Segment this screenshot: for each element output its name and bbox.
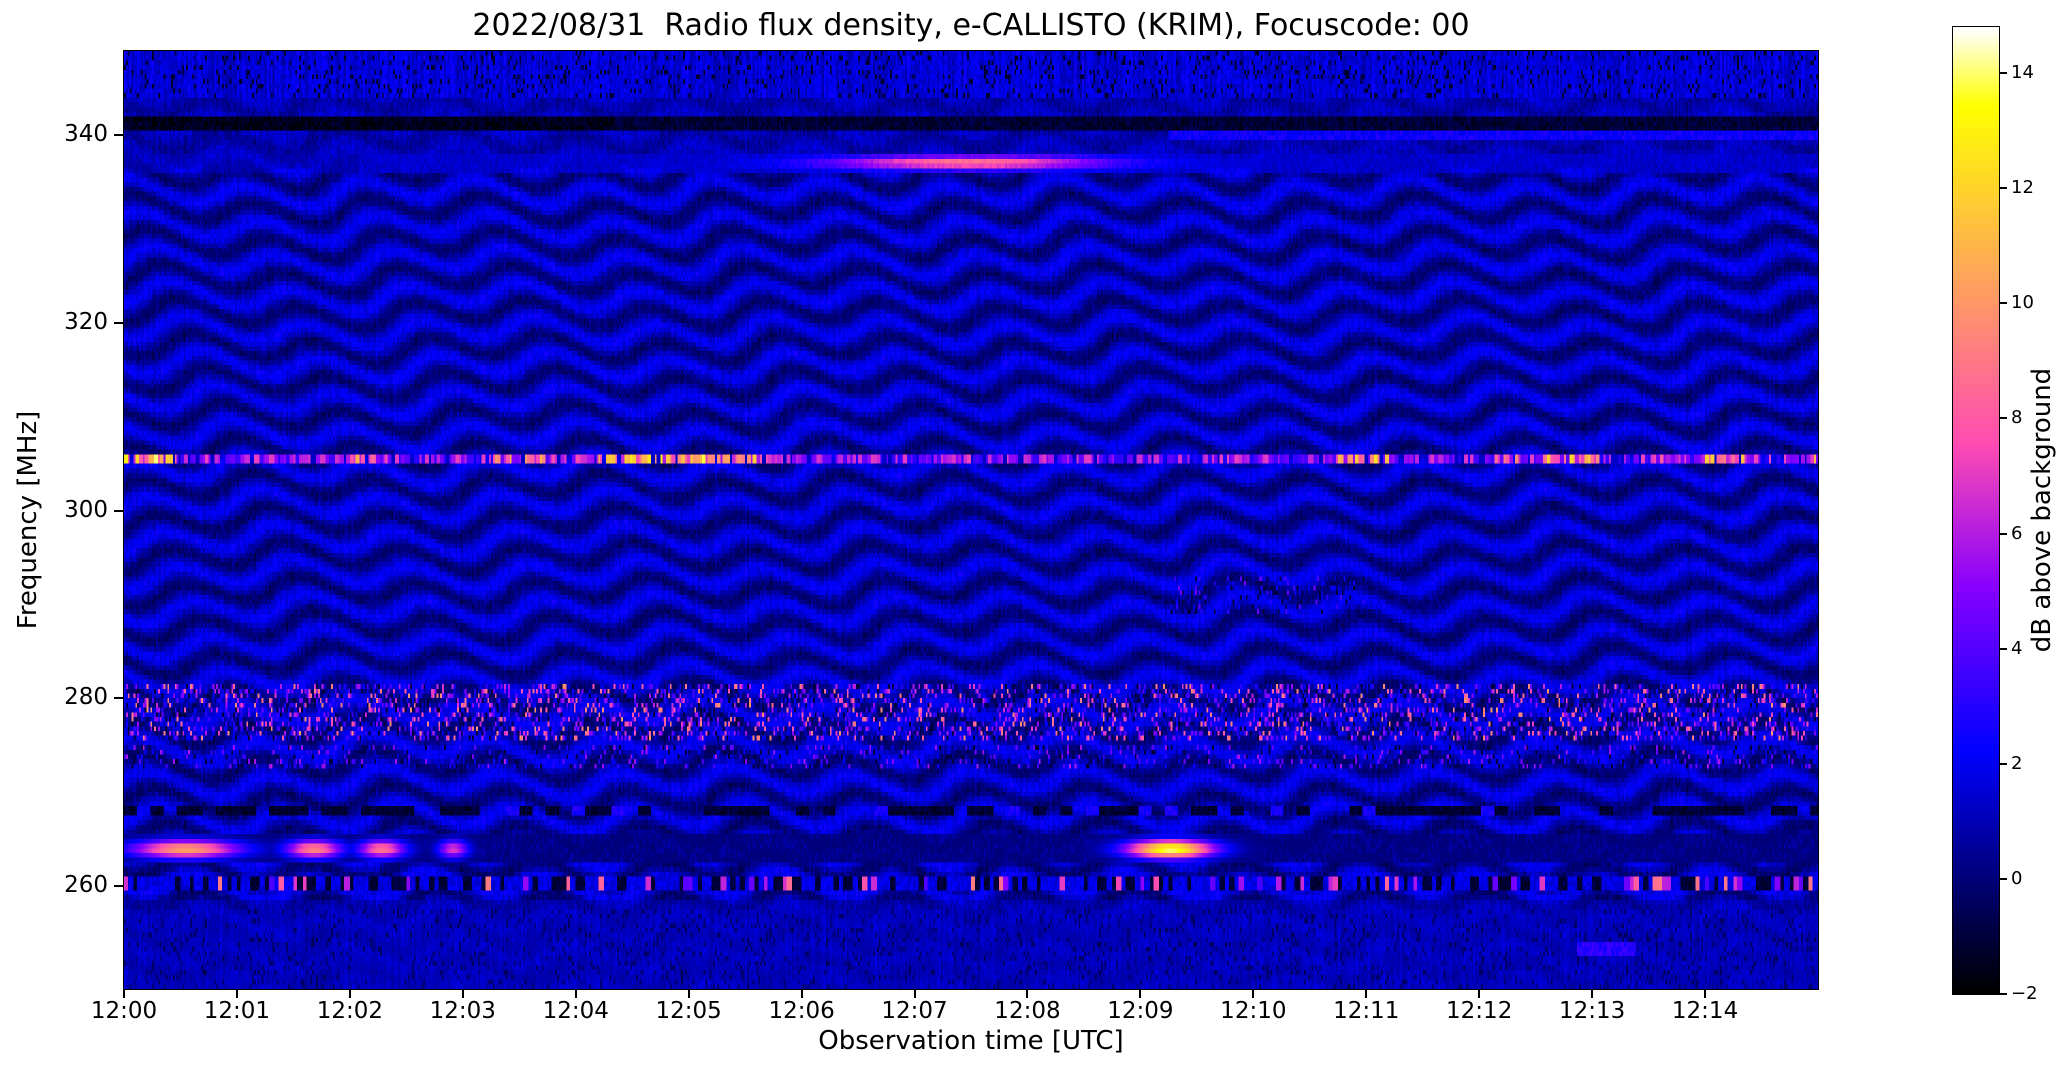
x-tick-label: 12:07 <box>881 998 948 1024</box>
y-tick-label: 260 <box>64 871 108 898</box>
x-tick-label: 12:11 <box>1333 998 1400 1024</box>
colorbar-tick-mark <box>1999 993 2007 995</box>
x-tick-label: 12:10 <box>1220 998 1287 1024</box>
x-tick-label: 12:02 <box>316 998 384 1024</box>
x-tick-mark <box>1139 989 1142 998</box>
x-tick-mark <box>1252 989 1255 998</box>
colorbar-tick-mark <box>1999 417 2007 420</box>
x-tick-label: 12:00 <box>90 998 158 1024</box>
y-tick-label: 280 <box>64 684 108 711</box>
x-tick-mark <box>123 989 125 998</box>
x-tick-mark <box>574 989 577 998</box>
colorbar-tick-label: 0 <box>2011 867 2023 889</box>
colorbar-label: dB above background <box>2027 367 2057 653</box>
colorbar-tick-mark <box>1999 647 2007 650</box>
x-tick-mark <box>1591 989 1594 998</box>
colorbar-tick-mark <box>1999 532 2007 535</box>
colorbar-tick-mark <box>1999 72 2007 75</box>
x-tick-label: 12:05 <box>655 998 722 1024</box>
x-tick-label: 12:12 <box>1446 998 1513 1024</box>
colorbar-gradient <box>1952 26 2000 995</box>
y-tick-label: 320 <box>64 309 108 336</box>
colorbar-tick-label: 4 <box>2011 637 2023 659</box>
x-tick-label: 12:13 <box>1558 998 1626 1024</box>
x-tick-mark <box>348 989 351 998</box>
x-tick-mark <box>913 989 916 998</box>
x-tick-label: 12:03 <box>429 998 496 1024</box>
x-axis-label: Observation time [UTC] <box>818 1026 1124 1056</box>
x-tick-mark <box>1704 989 1707 998</box>
x-tick-mark <box>1026 989 1029 998</box>
y-tick-mark <box>114 884 124 887</box>
x-tick-mark <box>687 989 690 998</box>
colorbar-tick-label: 8 <box>2011 407 2023 429</box>
x-tick-mark <box>235 989 238 998</box>
colorbar-tick-mark <box>1999 187 2007 190</box>
x-tick-mark <box>800 989 803 998</box>
x-tick-mark <box>1478 989 1481 998</box>
x-tick-label: 12:09 <box>1107 998 1174 1024</box>
colorbar-tick-mark <box>1999 877 2007 880</box>
x-tick-label: 12:01 <box>203 998 271 1024</box>
colorbar-tick-mark <box>1999 302 2007 305</box>
y-tick-label: 300 <box>64 496 108 523</box>
colorbar-tick-label: 12 <box>2011 177 2034 199</box>
colorbar-tick-mark <box>1999 762 2007 765</box>
chart-title: 2022/08/31 Radio flux density, e-CALLIST… <box>472 8 1470 43</box>
x-tick-label: 12:06 <box>768 998 835 1024</box>
y-tick-mark <box>114 509 124 512</box>
x-tick-label: 12:08 <box>994 998 1061 1024</box>
x-tick-label: 12:14 <box>1671 998 1739 1024</box>
x-tick-label: 12:04 <box>542 998 609 1024</box>
y-tick-mark <box>114 134 124 137</box>
colorbar-tick-label: 2 <box>2011 752 2023 774</box>
x-tick-mark <box>1365 989 1368 998</box>
colorbar-tick-label: 10 <box>2011 292 2034 314</box>
colorbar-tick-label: −2 <box>2011 983 2038 1004</box>
y-tick-mark <box>114 322 124 325</box>
spectrogram-heatmap <box>123 50 1819 990</box>
colorbar-tick-label: 6 <box>2011 522 2023 544</box>
colorbar-tick-label: 14 <box>2011 62 2034 84</box>
y-tick-label: 340 <box>64 121 108 148</box>
x-tick-mark <box>461 989 464 998</box>
y-tick-mark <box>114 697 124 700</box>
